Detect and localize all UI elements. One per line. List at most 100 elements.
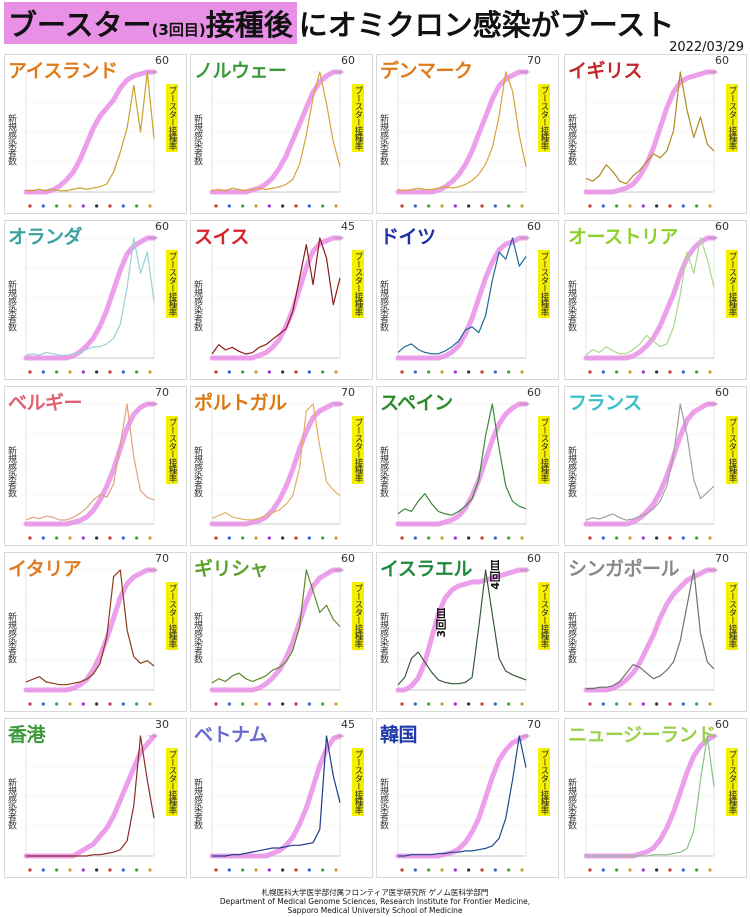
- x-marker-dot: [121, 370, 125, 374]
- x-marker-dot: [281, 370, 285, 374]
- x-marker-dot: [68, 204, 72, 208]
- x-marker-dot: [254, 536, 258, 540]
- x-marker-dot: [95, 204, 99, 208]
- chart-panel: ポルトガル 70 新規感染者数 ブースター接種率: [190, 386, 373, 546]
- ylabel-new-cases: 新規感染者数: [192, 612, 202, 663]
- x-marker-dot: [214, 370, 218, 374]
- x-marker-dot: [628, 868, 632, 872]
- chart-title: イタリア: [8, 558, 82, 580]
- x-marker-dot: [681, 536, 685, 540]
- new-cases-line: [25, 237, 155, 356]
- title-highlight: ブースター(3回目)接種後: [4, 2, 297, 44]
- ylabel-new-cases: 新規感染者数: [192, 114, 202, 165]
- chart-svg: [190, 220, 373, 380]
- ylabel-new-cases: 新規感染者数: [192, 280, 202, 331]
- x-marker-dot: [628, 204, 632, 208]
- chart-panel: ギリシャ 60 新規感染者数 ブースター接種率: [190, 552, 373, 712]
- ylabel-new-cases: 新規感染者数: [6, 280, 16, 331]
- chart-panel: ベトナム 45 新規感染者数 ブースター接種率: [190, 718, 373, 878]
- x-marker-dot: [588, 536, 592, 540]
- x-marker-dot: [41, 536, 45, 540]
- x-marker-dot: [148, 204, 152, 208]
- x-marker-dot: [507, 536, 511, 540]
- chart-title: オーストリア: [568, 226, 679, 248]
- panel-border: [190, 718, 373, 878]
- footer-line-2: Department of Medical Genome Sciences, R…: [219, 897, 531, 906]
- new-cases-line: [585, 403, 715, 521]
- x-marker-dot: [507, 868, 511, 872]
- x-marker-dot: [695, 536, 699, 540]
- header: ブースター(3回目)接種後 にオミクロン感染がブースト 2022/03/29: [0, 0, 750, 55]
- booster-rate-line: [209, 401, 343, 527]
- ylabel-booster-rate: ブースター接種率: [166, 250, 178, 318]
- x-marker-dot: [81, 868, 85, 872]
- x-marker-dot: [254, 868, 258, 872]
- x-marker-dot: [281, 204, 285, 208]
- x-marker-dot: [641, 868, 645, 872]
- x-marker-dot: [254, 370, 258, 374]
- x-marker-dot: [148, 702, 152, 706]
- x-marker-dot: [28, 702, 32, 706]
- booster-max-label: 70: [527, 718, 541, 731]
- chart-svg: [190, 54, 373, 214]
- x-marker-dot: [588, 868, 592, 872]
- x-marker-dot: [400, 868, 404, 872]
- x-marker-dot: [281, 868, 285, 872]
- chart-title: ギリシャ: [194, 558, 269, 580]
- x-marker-dot: [427, 536, 431, 540]
- x-marker-dot: [307, 868, 311, 872]
- booster-max-label: 70: [155, 552, 169, 565]
- page-title: ブースター(3回目)接種後 にオミクロン感染がブースト: [4, 2, 674, 44]
- booster-rate-line: [583, 235, 717, 361]
- new-cases-line: [585, 237, 715, 356]
- booster-max-label: 60: [527, 386, 541, 399]
- x-marker-dot: [121, 536, 125, 540]
- x-marker-dot: [28, 536, 32, 540]
- x-marker-dot: [655, 702, 659, 706]
- ylabel-booster-rate: ブースター接種率: [538, 84, 550, 152]
- chart-title: アイスランド: [8, 60, 118, 82]
- x-marker-dot: [135, 370, 139, 374]
- footer: 札幌医科大学医学部付属フロンティア医学研究所 ゲノム医科学部門 Departme…: [0, 888, 750, 915]
- panel-border: [564, 220, 747, 380]
- booster-rate-line: [395, 567, 529, 693]
- ylabel-booster-rate: ブースター接種率: [726, 748, 738, 816]
- x-marker-dot: [307, 536, 311, 540]
- booster-rate-line: [209, 567, 343, 693]
- x-marker-dot: [668, 702, 672, 706]
- x-marker-dot: [668, 204, 672, 208]
- x-marker-dot: [267, 370, 271, 374]
- chart-title: スペイン: [380, 392, 453, 414]
- new-cases-line: [586, 735, 715, 857]
- ylabel-booster-rate: ブースター接種率: [166, 416, 178, 484]
- x-marker-dot: [413, 370, 417, 374]
- booster-max-label: 60: [715, 718, 729, 731]
- chart-panel: ニュージーランド 60 新規感染者数 ブースター接種率: [564, 718, 747, 878]
- ylabel-booster-rate: ブースター接種率: [538, 582, 550, 650]
- ylabel-new-cases: 新規感染者数: [378, 446, 388, 497]
- x-marker-dot: [493, 204, 497, 208]
- x-marker-dot: [427, 204, 431, 208]
- ylabel-booster-rate: ブースター接種率: [166, 582, 178, 650]
- ylabel-new-cases: 新規感染者数: [192, 778, 202, 829]
- chart-panel: イタリア 70 新規感染者数 ブースター接種率: [4, 552, 187, 712]
- x-marker-dot: [148, 536, 152, 540]
- x-marker-dot: [321, 536, 325, 540]
- ylabel-new-cases: 新規感染者数: [378, 778, 388, 829]
- x-marker-dot: [708, 536, 712, 540]
- booster-rate-line: [395, 733, 529, 859]
- x-marker-dot: [227, 204, 231, 208]
- x-marker-dot: [55, 204, 59, 208]
- panel-border: [4, 220, 187, 380]
- chart-panel: スペイン 60 新規感染者数 ブースター接種率: [376, 386, 559, 546]
- title-dose-note: (3回目): [151, 21, 206, 39]
- x-marker-dot: [241, 536, 245, 540]
- x-marker-dot: [588, 204, 592, 208]
- panel-border: [376, 552, 559, 712]
- panel-border: [190, 552, 373, 712]
- chart-panel: オーストリア 60 新規感染者数 ブースター接種率: [564, 220, 747, 380]
- ylabel-new-cases: 新規感染者数: [566, 114, 576, 165]
- ylabel-booster-rate: ブースター接種率: [352, 416, 364, 484]
- booster-max-label: 60: [527, 220, 541, 233]
- new-cases-line: [211, 71, 341, 192]
